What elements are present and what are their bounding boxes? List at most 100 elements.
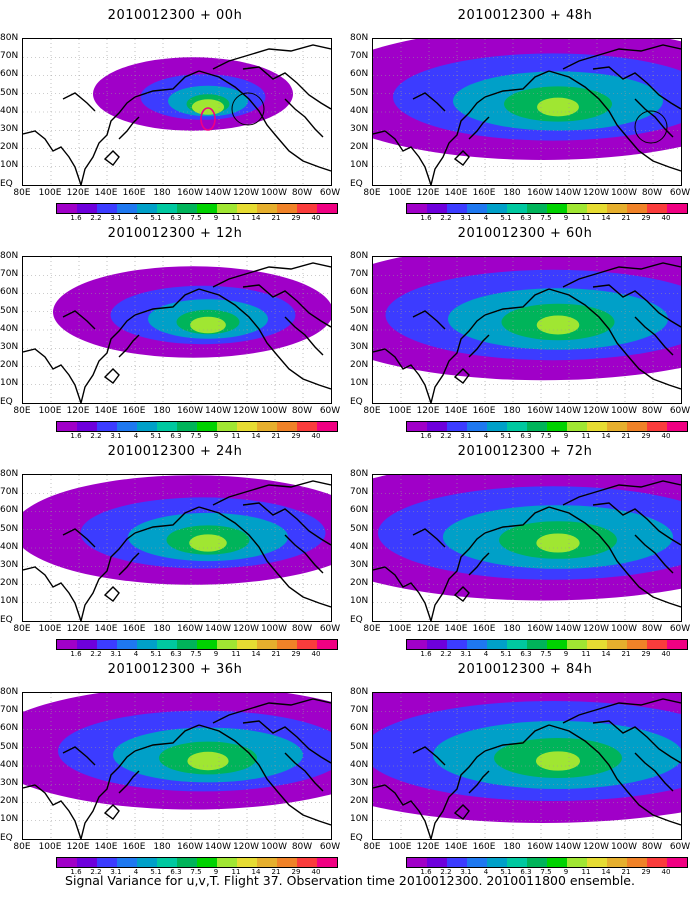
colorbar-swatch bbox=[197, 858, 217, 867]
colorbar-tick-label: 1.6 bbox=[420, 432, 432, 440]
colorbar-tick-label: 29 bbox=[291, 432, 301, 440]
colorbar-tick-label: 1.6 bbox=[70, 650, 82, 658]
colorbar-tick-label: 9 bbox=[213, 650, 219, 658]
latitude-label: 30N bbox=[0, 778, 19, 788]
colorbar-swatch bbox=[607, 204, 627, 213]
latitude-label: 40N bbox=[0, 105, 19, 116]
longitude-label: 140W bbox=[204, 624, 232, 634]
coastline bbox=[134, 506, 200, 534]
colorbar-tick-label: 11 bbox=[581, 650, 591, 658]
colorbar-swatch bbox=[547, 858, 567, 867]
colorbar bbox=[406, 857, 688, 868]
latitude-label: 30N bbox=[350, 560, 369, 570]
colorbar-tick-label: 21 bbox=[621, 214, 631, 222]
latitude-label: 40N bbox=[350, 541, 369, 552]
latitude-label: 50N bbox=[350, 741, 369, 752]
coastline bbox=[284, 316, 324, 356]
colorbar-swatch bbox=[157, 640, 177, 649]
latitude-label: 10N bbox=[350, 596, 369, 607]
map-frame bbox=[22, 692, 332, 840]
longitude-label: 120W bbox=[232, 624, 260, 634]
longitude-label: 120E bbox=[416, 624, 440, 634]
colorbar-swatch bbox=[567, 422, 587, 431]
longitude-label: 140W bbox=[554, 406, 582, 416]
colorbar-tick-label: 21 bbox=[271, 650, 281, 658]
colorbar-swatch bbox=[407, 858, 427, 867]
latitude-label: 10N bbox=[350, 378, 369, 389]
colorbar-swatch bbox=[217, 858, 237, 867]
colorbar-swatch bbox=[297, 640, 317, 649]
longitude-label: 120E bbox=[416, 406, 440, 416]
colorbar-swatch bbox=[57, 422, 77, 431]
coastline bbox=[548, 288, 681, 390]
longitude-label: 100E bbox=[388, 188, 412, 198]
longitude-label: 140E bbox=[94, 842, 118, 852]
colorbar-swatch bbox=[77, 422, 97, 431]
colorbar-swatch bbox=[507, 858, 527, 867]
colorbar-swatch bbox=[97, 858, 117, 867]
coastline bbox=[198, 288, 331, 390]
colorbar-tick-label: 9 bbox=[563, 650, 569, 658]
longitude-label: 100W bbox=[610, 624, 638, 634]
latitude-label: 40N bbox=[0, 759, 19, 770]
longitude-label: 160W bbox=[176, 188, 204, 198]
longitude-label: 120W bbox=[232, 188, 260, 198]
colorbar-tick-label: 4 bbox=[133, 650, 139, 658]
coastline bbox=[430, 532, 486, 621]
colorbar-swatch bbox=[467, 422, 487, 431]
colorbar-tick-label: 3.1 bbox=[460, 214, 472, 222]
longitude-label: 100E bbox=[38, 842, 62, 852]
colorbar-swatch bbox=[427, 204, 447, 213]
colorbar-tick-label: 9 bbox=[213, 868, 219, 876]
latitude-label: EQ bbox=[350, 396, 363, 407]
longitude-label: 60W bbox=[319, 842, 341, 852]
longitude-label: 140E bbox=[94, 624, 118, 634]
colorbar-swatch bbox=[117, 858, 137, 867]
longitude-label: 80W bbox=[641, 842, 663, 852]
map-frame bbox=[22, 474, 332, 622]
colorbar-tick-label: 5.1 bbox=[500, 650, 512, 658]
longitude-label: 160E bbox=[472, 624, 496, 634]
longitude-label: 120W bbox=[582, 842, 610, 852]
longitude-label: 80W bbox=[641, 406, 663, 416]
colorbar-swatch bbox=[297, 204, 317, 213]
latitude-label: 60N bbox=[0, 723, 19, 734]
longitude-label: 120W bbox=[582, 624, 610, 634]
coastline bbox=[212, 262, 331, 288]
colorbar-swatch bbox=[177, 640, 197, 649]
coastline bbox=[242, 502, 331, 546]
latitude-label: 70N bbox=[350, 51, 369, 62]
coastline bbox=[118, 552, 140, 576]
latitude-label: 80N bbox=[350, 469, 369, 479]
coastline bbox=[634, 316, 674, 356]
latitude-label: EQ bbox=[350, 614, 363, 625]
longitude-label: 140E bbox=[444, 188, 468, 198]
longitude-label: 100W bbox=[610, 188, 638, 198]
colorbar-tick-label: 2.2 bbox=[440, 214, 452, 222]
coastline bbox=[484, 288, 550, 316]
colorbar-swatch bbox=[487, 204, 507, 213]
colorbar-swatch bbox=[627, 858, 647, 867]
longitude-label: 180 bbox=[153, 842, 171, 852]
longitude-label: 60W bbox=[669, 188, 691, 198]
longitude-label: 160E bbox=[122, 842, 146, 852]
coastline bbox=[634, 752, 674, 792]
variance-map-plot bbox=[373, 693, 681, 839]
colorbar-swatch bbox=[197, 640, 217, 649]
coastline bbox=[198, 70, 331, 172]
longitude-label: 140W bbox=[204, 188, 232, 198]
latitude-label: 20N bbox=[0, 796, 19, 807]
latitude-label: 20N bbox=[0, 142, 19, 153]
colorbar-swatch bbox=[277, 422, 297, 431]
colorbar-tick-label: 6.3 bbox=[520, 650, 532, 658]
colorbar-swatch bbox=[447, 640, 467, 649]
forecast-panel: 2010012300 + 84h 80N 70N 60N 50N 40N 30N 20N 10N… bbox=[350, 654, 700, 879]
colorbar-tick-label: 6.3 bbox=[170, 650, 182, 658]
variance-map-plot bbox=[23, 39, 331, 185]
colorbar-swatch bbox=[257, 640, 277, 649]
map-frame bbox=[22, 256, 332, 404]
colorbar-tick-label: 7.5 bbox=[540, 868, 552, 876]
latitude-label: 40N bbox=[0, 541, 19, 552]
latitude-label: 50N bbox=[350, 87, 369, 98]
coastline bbox=[134, 724, 200, 752]
